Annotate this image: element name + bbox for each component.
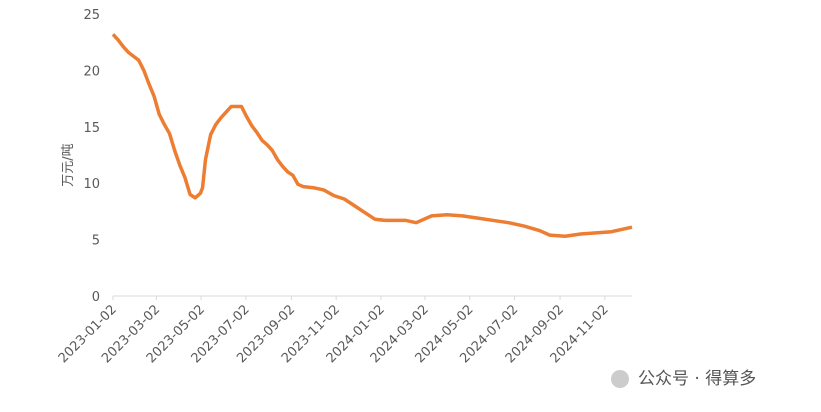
y-tick-label: 0 xyxy=(92,290,100,305)
watermark-icon xyxy=(611,370,629,388)
y-tick-label: 25 xyxy=(83,8,100,23)
data-line xyxy=(111,33,633,238)
y-tick-label: 10 xyxy=(83,177,100,192)
y-tick-label: 5 xyxy=(92,234,100,249)
y-tick-label: 20 xyxy=(83,64,100,79)
watermark: 公众号 · 得算多 xyxy=(638,369,756,389)
y-axis-label: 万元/吨 xyxy=(61,143,76,186)
y-tick-label: 15 xyxy=(83,121,100,136)
